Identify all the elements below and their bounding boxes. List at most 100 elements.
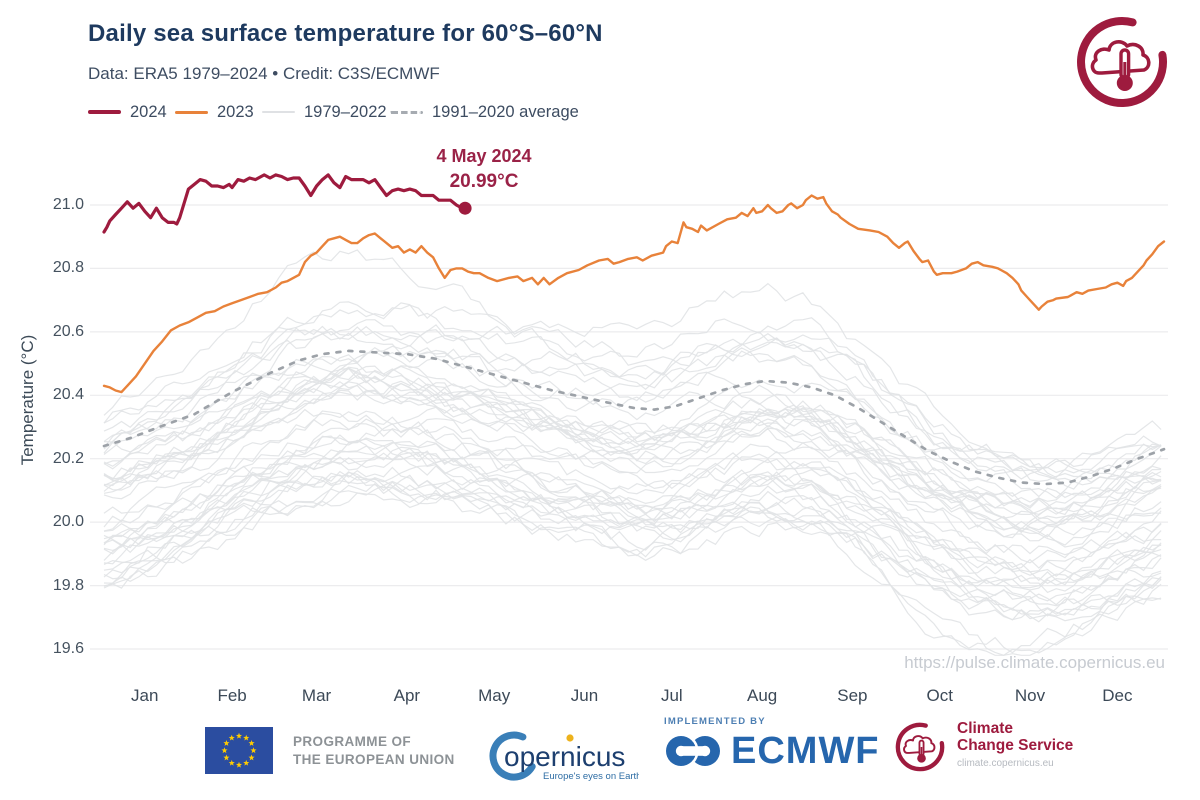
eu-star-icon bbox=[235, 761, 243, 768]
y-tick-label: 20.4 bbox=[52, 386, 84, 404]
ecmwf-logo: IMPLEMENTED BY ECMWF bbox=[664, 716, 880, 773]
eu-flag-icon bbox=[205, 727, 273, 774]
thermometer-bulb bbox=[917, 754, 926, 763]
copernicus-logo: opernicus Europe's eyes on Earth bbox=[487, 724, 641, 789]
ensemble-line-2007 bbox=[103, 367, 1162, 526]
ecmwf-right-hole bbox=[699, 745, 711, 757]
eu-flag-stars bbox=[221, 732, 257, 768]
x-month-label-Sep: Sep bbox=[837, 686, 868, 705]
x-month-label-Jul: Jul bbox=[660, 686, 683, 705]
ecmwf-channel bbox=[681, 746, 705, 756]
copernicus-wordmark: opernicus bbox=[504, 741, 625, 772]
ecmwf-wordmark: ECMWF bbox=[731, 729, 880, 772]
x-month-label-Jun: Jun bbox=[570, 686, 599, 705]
eu-star-icon bbox=[228, 759, 235, 766]
ensemble-line-1981 bbox=[103, 467, 1162, 623]
ccs-name-line2: Change Service bbox=[957, 737, 1074, 754]
c3s-cloud-thermometer-icon bbox=[1077, 17, 1167, 107]
x-month-label-Aug: Aug bbox=[746, 686, 778, 705]
average-1991-2020-line bbox=[102, 349, 1166, 486]
legend-label: 2023 bbox=[217, 102, 254, 121]
legend-swatch-ensemble bbox=[262, 111, 295, 113]
eu-star-icon bbox=[235, 732, 243, 739]
ensemble-line-2017 bbox=[103, 301, 1162, 486]
x-month-label-Mar: Mar bbox=[301, 686, 332, 705]
ensemble-line-1996 bbox=[103, 434, 1162, 586]
eu-star-icon bbox=[221, 747, 228, 754]
legend-label: 2024 bbox=[130, 102, 167, 121]
y-tick-label: 20.6 bbox=[52, 322, 84, 340]
x-month-label-May: May bbox=[478, 686, 511, 705]
x-month-label-Oct: Oct bbox=[926, 686, 953, 705]
y-tick-label: 20.2 bbox=[52, 449, 84, 467]
thermometer-mercury bbox=[920, 747, 923, 757]
copernicus-satellite-dot-icon bbox=[566, 734, 574, 742]
page-title: Daily sea surface temperature for 60°S–6… bbox=[88, 20, 603, 47]
legend-label: 1991–2020 average bbox=[432, 102, 579, 121]
ensemble-line-2002 bbox=[103, 380, 1162, 519]
ensemble-line-1985 bbox=[103, 484, 1162, 656]
climate-change-service-logo: Climate Change Service climate.copernicu… bbox=[893, 720, 1073, 774]
ensemble-line-2022 bbox=[103, 282, 1162, 474]
ensemble-line-1999 bbox=[103, 423, 1162, 573]
eu-star-icon bbox=[243, 734, 250, 741]
x-month-label-Jan: Jan bbox=[131, 686, 159, 705]
y-tick-label: 20.8 bbox=[52, 259, 84, 277]
legend-swatch-2023 bbox=[175, 110, 208, 114]
page-subtitle: Data: ERA5 1979–2024 • Credit: C3S/ECMWF bbox=[88, 64, 440, 83]
eu-programme-logo: PROGRAMME OF THE EUROPEAN UNION bbox=[205, 727, 455, 774]
legend-label: 1979–2022 bbox=[304, 102, 387, 121]
y-tick-label: 19.8 bbox=[52, 576, 84, 594]
ensemble-line-2000 bbox=[103, 418, 1162, 564]
legend-item-2024: 2024 bbox=[88, 102, 167, 122]
annotation-temperature: 20.99°C bbox=[449, 171, 519, 192]
ccs-url: climate.copernicus.eu bbox=[957, 758, 1054, 769]
line-2023 bbox=[102, 194, 1166, 394]
y-tick-label: 20.0 bbox=[52, 513, 84, 531]
copernicus-logo-icon: opernicus Europe's eyes on Earth bbox=[489, 731, 641, 782]
ensemble-line-1992 bbox=[103, 466, 1162, 621]
eu-programme-line1: PROGRAMME OF bbox=[293, 733, 412, 749]
ecmwf-left-hole bbox=[675, 745, 687, 757]
ensemble-line-2004 bbox=[103, 389, 1162, 534]
ensemble-line-2008 bbox=[103, 389, 1162, 546]
ensemble-line-1979 bbox=[103, 474, 1162, 622]
ecmwf-interlocked-c-icon bbox=[664, 733, 720, 769]
line-2024 bbox=[102, 173, 467, 234]
eu-programme-text: PROGRAMME OF THE EUROPEAN UNION bbox=[293, 733, 455, 769]
x-month-label-Nov: Nov bbox=[1014, 686, 1046, 705]
crescent-shape bbox=[1077, 17, 1167, 107]
ensemble-line-1995 bbox=[103, 423, 1162, 571]
ensemble-line-1997 bbox=[103, 410, 1162, 556]
eu-star-icon bbox=[243, 759, 250, 766]
copernicus-swoosh-icon bbox=[489, 731, 536, 781]
eu-star-icon bbox=[248, 740, 255, 746]
ensemble-line-2018 bbox=[103, 346, 1162, 499]
ensemble-line-1993 bbox=[103, 444, 1162, 594]
ensemble-line-1982 bbox=[103, 482, 1162, 656]
eu-star-icon bbox=[223, 740, 230, 746]
ensemble-line-1980 bbox=[103, 459, 1162, 610]
copernicus-tagline: Europe's eyes on Earth bbox=[543, 771, 639, 782]
ensemble-line-1988 bbox=[103, 452, 1162, 602]
eu-star-icon bbox=[248, 754, 255, 761]
x-month-label-Dec: Dec bbox=[1102, 686, 1133, 705]
thermometer-bulb bbox=[1116, 75, 1133, 91]
x-month-label-Apr: Apr bbox=[393, 686, 421, 705]
thermometer-mercury bbox=[1123, 62, 1127, 80]
ensemble-line-2006 bbox=[103, 381, 1162, 538]
eu-star-icon bbox=[228, 734, 235, 741]
x-month-label-Feb: Feb bbox=[217, 686, 247, 705]
crescent-shape bbox=[895, 722, 945, 772]
ccs-cloud-thermometer-icon bbox=[895, 722, 945, 772]
ensemble-line-2020 bbox=[103, 304, 1162, 472]
ensemble-line-1998 bbox=[103, 365, 1162, 531]
legend-item-average: 1991–2020 average bbox=[390, 102, 579, 122]
ensemble-line-1984 bbox=[103, 490, 1162, 654]
ensemble-line-2010 bbox=[103, 330, 1162, 507]
legend-swatch-2024 bbox=[88, 110, 121, 114]
eu-star-icon bbox=[250, 747, 257, 754]
ccs-name-line1: Climate bbox=[957, 720, 1013, 737]
